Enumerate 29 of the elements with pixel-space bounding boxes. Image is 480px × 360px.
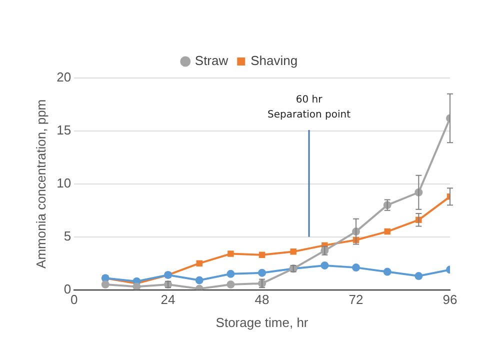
point: [132, 282, 141, 290]
x-tick-label: 72: [348, 292, 364, 308]
point: [226, 280, 235, 289]
point: [101, 280, 110, 289]
ref-line-label: 60 hr Separation point: [267, 94, 351, 121]
legend-label: Shaving: [250, 53, 298, 68]
y-axis-title: Ammonia concentration, ppm: [33, 99, 48, 268]
point: [290, 248, 296, 255]
y-tick-label: 10: [56, 175, 72, 190]
x-tick-label: 96: [442, 292, 458, 308]
point: [195, 276, 204, 284]
x-axis-title: Storage time, hr: [216, 314, 309, 330]
point: [384, 228, 390, 235]
point: [196, 260, 202, 266]
y-tick-label: 0: [64, 281, 72, 296]
y-tick-label: 20: [56, 70, 72, 85]
x-tick-label: 48: [254, 292, 270, 308]
y-tick-label: 15: [56, 122, 72, 138]
point: [258, 252, 266, 258]
point: [414, 272, 423, 280]
y-tick-label: 5: [64, 228, 72, 244]
point: [352, 264, 360, 272]
point: [258, 268, 266, 277]
x-tick-label: 24: [160, 292, 176, 308]
legend-label: Straw: [194, 53, 229, 68]
point: [226, 270, 235, 278]
point: [228, 250, 234, 257]
point: [383, 268, 392, 276]
point: [320, 261, 329, 270]
